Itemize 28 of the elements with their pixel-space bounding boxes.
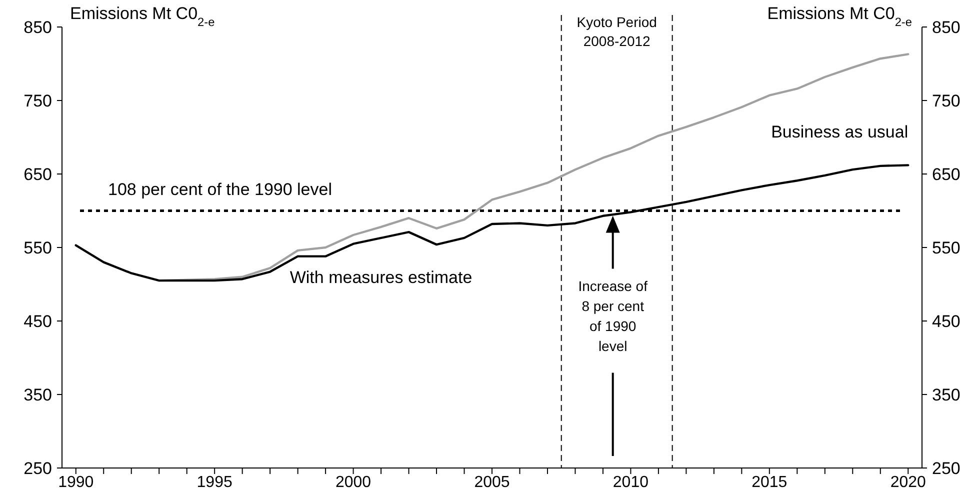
y2-tick-label: 750 — [932, 92, 960, 110]
x-tick-label: 2000 — [335, 474, 372, 490]
series-label: With measures estimate — [290, 268, 472, 287]
y2-axis-title: Emissions Mt C0$_{2-e}$ — [767, 4, 912, 29]
y-tick-label: 550 — [24, 238, 52, 258]
y2-tick-label: 650 — [932, 165, 960, 184]
y2-tick-label: 250 — [932, 459, 960, 478]
y-tick-label: 250 — [24, 459, 52, 478]
y-tick-label: 350 — [24, 386, 52, 404]
y2-tick-label: 850 — [932, 18, 960, 37]
y-tick-label: 450 — [24, 312, 52, 331]
x-tick-label: 2020 — [890, 474, 926, 490]
x-tick-label: 1990 — [58, 474, 94, 490]
y-tick-label: 650 — [24, 165, 52, 184]
annotation: Kyoto Period 2008-2012 — [576, 14, 657, 49]
x-tick-label: 2015 — [752, 474, 788, 490]
y2-tick-label: 350 — [932, 386, 960, 404]
ref-line-label: 108 per cent of the 1990 level — [108, 180, 332, 199]
series-label: Business as usual — [771, 122, 908, 142]
annotation: Increase of 8 per cent of 1990 level — [578, 278, 648, 354]
y-axis-title: Emissions Mt C0$_{2-e}$ — [70, 4, 216, 29]
y-tick-label: 850 — [24, 18, 52, 37]
x-tick-label: 2010 — [612, 474, 649, 490]
y-tick-label: 750 — [24, 92, 52, 110]
x-tick-label: 2005 — [474, 474, 510, 490]
y2-tick-label: 550 — [932, 238, 960, 258]
x-tick-label: 1995 — [196, 474, 232, 490]
y2-tick-label: 450 — [932, 312, 960, 331]
